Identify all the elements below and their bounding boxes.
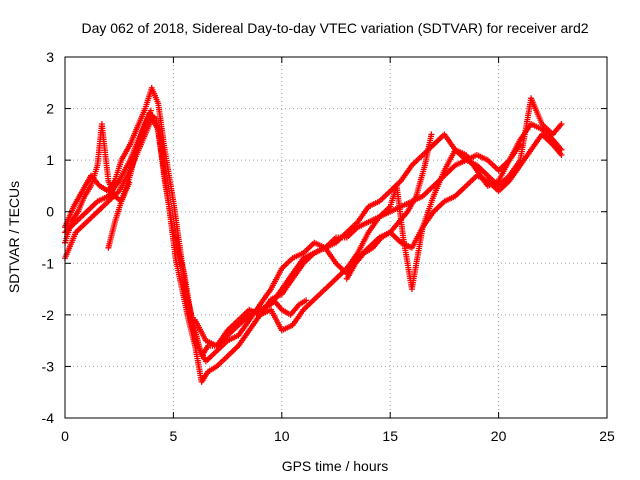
data-layer — [62, 84, 565, 385]
data-point-marker — [558, 121, 565, 128]
x-tick-label: 0 — [61, 428, 69, 444]
chart-title: Day 062 of 2018, Sidereal Day-to-day VTE… — [81, 20, 588, 36]
series-track-e — [105, 131, 435, 318]
y-tick-label: -3 — [42, 358, 55, 374]
series-track-d — [62, 107, 524, 349]
data-point-marker — [147, 107, 154, 114]
y-tick-label: 3 — [46, 49, 54, 65]
x-tick-label: 25 — [599, 428, 615, 444]
y-tick-label: -2 — [42, 307, 55, 323]
data-point-marker — [303, 297, 310, 304]
tick-layer: 0 5 10 15 20 25 -4 -3 -2 -1 0 1 2 3 — [42, 49, 615, 444]
y-tick-label: 0 — [46, 204, 54, 220]
plot-frame — [64, 56, 608, 419]
series-track-c — [62, 115, 565, 365]
x-tick-label: 10 — [274, 428, 290, 444]
x-tick-label: 15 — [382, 428, 398, 444]
series-track-a — [62, 84, 565, 360]
x-tick-label: 5 — [170, 428, 178, 444]
data-point-marker — [126, 179, 133, 186]
y-tick-label: 2 — [46, 101, 54, 117]
x-tick-label: 20 — [491, 428, 507, 444]
y-tick-label: -1 — [42, 255, 55, 271]
y-tick-label: -4 — [42, 410, 55, 426]
y-axis-label: SDTVAR / TECUs — [6, 181, 22, 293]
data-point-marker — [517, 141, 524, 148]
y-tick-label: 1 — [46, 152, 54, 168]
x-axis-label: GPS time / hours — [282, 458, 389, 474]
data-point-marker — [558, 151, 565, 158]
data-point-marker — [428, 131, 435, 138]
